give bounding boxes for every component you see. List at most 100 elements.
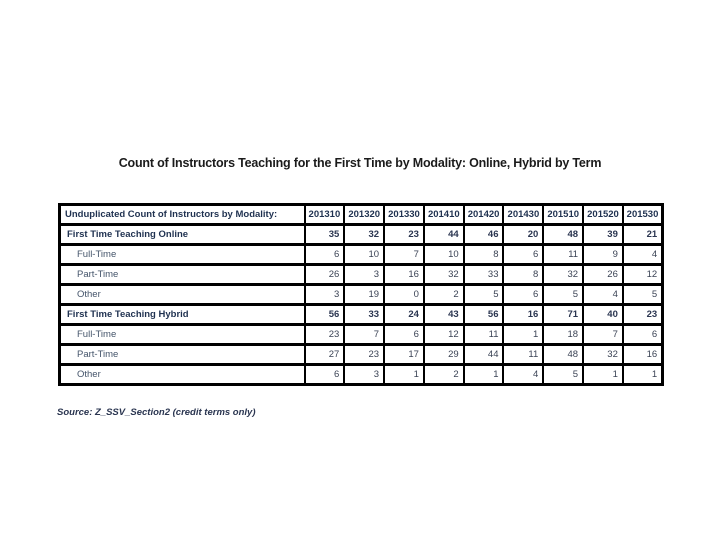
value-cell: 21 [621, 223, 664, 246]
value-cell: 6 [502, 243, 545, 266]
table-row: First Time Teaching Online 35 32 23 44 46 20 48… [58, 223, 664, 246]
value-cell: 11 [462, 323, 505, 346]
value-cell: 24 [383, 303, 425, 326]
value-cell: 11 [502, 343, 545, 366]
value-cell: 16 [621, 343, 664, 366]
value-cell: 7 [343, 323, 386, 346]
value-cell: 46 [462, 223, 505, 246]
value-cell: 33 [462, 263, 505, 286]
value-cell: 6 [502, 283, 545, 306]
table-row: Other 3 19 0 2 5 6 5 4 5 [58, 283, 664, 306]
row-label: First Time Teaching Hybrid [58, 303, 306, 326]
value-cell: 48 [542, 223, 585, 246]
value-cell: 18 [542, 323, 585, 346]
value-cell: 23 [383, 223, 425, 246]
value-cell: 2 [422, 283, 465, 306]
value-cell: 5 [621, 283, 664, 306]
term-header-cell: 201510 [542, 203, 585, 226]
value-cell: 11 [542, 243, 585, 266]
value-cell: 1 [462, 363, 505, 386]
term-header-cell: 201320 [343, 203, 386, 226]
row-label: Other [58, 363, 306, 386]
value-cell: 23 [303, 323, 346, 346]
value-cell: 3 [343, 263, 386, 286]
value-cell: 10 [422, 243, 465, 266]
table-header-row: Unduplicated Count of Instructors by Mod… [58, 203, 664, 226]
value-cell: 6 [303, 363, 346, 386]
value-cell: 23 [621, 303, 664, 326]
row-label: First Time Teaching Online [58, 223, 306, 246]
value-cell: 16 [383, 263, 425, 286]
term-header-cell: 201310 [303, 203, 346, 226]
source-note: Source: Z_SSV_Section2 (credit terms onl… [57, 407, 256, 418]
value-cell: 71 [542, 303, 585, 326]
table-row: Part-Time 27 23 17 29 44 11 48 32 16 [58, 343, 664, 366]
value-cell: 3 [303, 283, 346, 306]
value-cell: 3 [343, 363, 386, 386]
value-cell: 27 [303, 343, 346, 366]
value-cell: 56 [462, 303, 505, 326]
term-header-cell: 201330 [383, 203, 425, 226]
value-cell: 1 [582, 363, 624, 386]
table-row: Part-Time 26 3 16 32 33 8 32 26 12 [58, 263, 664, 286]
header-label-cell: Unduplicated Count of Instructors by Mod… [58, 203, 306, 226]
value-cell: 23 [343, 343, 386, 366]
row-label: Full-Time [58, 243, 306, 266]
value-cell: 6 [383, 323, 425, 346]
value-cell: 19 [343, 283, 386, 306]
value-cell: 2 [422, 363, 465, 386]
value-cell: 0 [383, 283, 425, 306]
value-cell: 43 [422, 303, 465, 326]
value-cell: 44 [462, 343, 505, 366]
value-cell: 6 [303, 243, 346, 266]
term-header-cell: 201530 [621, 203, 664, 226]
table-row: Full-Time 6 10 7 10 8 6 11 9 4 [58, 243, 664, 266]
value-cell: 1 [621, 363, 664, 386]
value-cell: 7 [582, 323, 624, 346]
term-header-cell: 201430 [502, 203, 545, 226]
value-cell: 12 [422, 323, 465, 346]
value-cell: 10 [343, 243, 386, 266]
value-cell: 44 [422, 223, 465, 246]
value-cell: 1 [502, 323, 545, 346]
value-cell: 26 [582, 263, 624, 286]
value-cell: 29 [422, 343, 465, 366]
slide-title: Count of Instructors Teaching for the Fi… [118, 156, 602, 170]
value-cell: 26 [303, 263, 346, 286]
value-cell: 56 [303, 303, 346, 326]
value-cell: 8 [462, 243, 505, 266]
term-header-cell: 201420 [462, 203, 505, 226]
value-cell: 32 [582, 343, 624, 366]
value-cell: 39 [582, 223, 624, 246]
value-cell: 32 [343, 223, 386, 246]
value-cell: 5 [462, 283, 505, 306]
value-cell: 20 [502, 223, 545, 246]
value-cell: 5 [542, 283, 585, 306]
value-cell: 1 [383, 363, 425, 386]
value-cell: 8 [502, 263, 545, 286]
table-row: First Time Teaching Hybrid 56 33 24 43 56 16 71… [58, 303, 664, 326]
value-cell: 4 [582, 283, 624, 306]
row-label: Full-Time [58, 323, 306, 346]
value-cell: 4 [621, 243, 664, 266]
value-cell: 16 [502, 303, 545, 326]
row-label: Part-Time [58, 343, 306, 366]
value-cell: 33 [343, 303, 386, 326]
value-cell: 4 [502, 363, 545, 386]
table-row: Full-Time 23 7 6 12 11 1 18 7 6 [58, 323, 664, 346]
term-header-cell: 201520 [582, 203, 624, 226]
value-cell: 6 [621, 323, 664, 346]
value-cell: 32 [542, 263, 585, 286]
value-cell: 35 [303, 223, 346, 246]
value-cell: 5 [542, 363, 585, 386]
value-cell: 7 [383, 243, 425, 266]
table-row: Other 6 3 1 2 1 4 5 1 1 [58, 363, 664, 386]
row-label: Other [58, 283, 306, 306]
row-label: Part-Time [58, 263, 306, 286]
value-cell: 40 [582, 303, 624, 326]
value-cell: 48 [542, 343, 585, 366]
value-cell: 12 [621, 263, 664, 286]
value-cell: 17 [383, 343, 425, 366]
value-cell: 32 [422, 263, 465, 286]
